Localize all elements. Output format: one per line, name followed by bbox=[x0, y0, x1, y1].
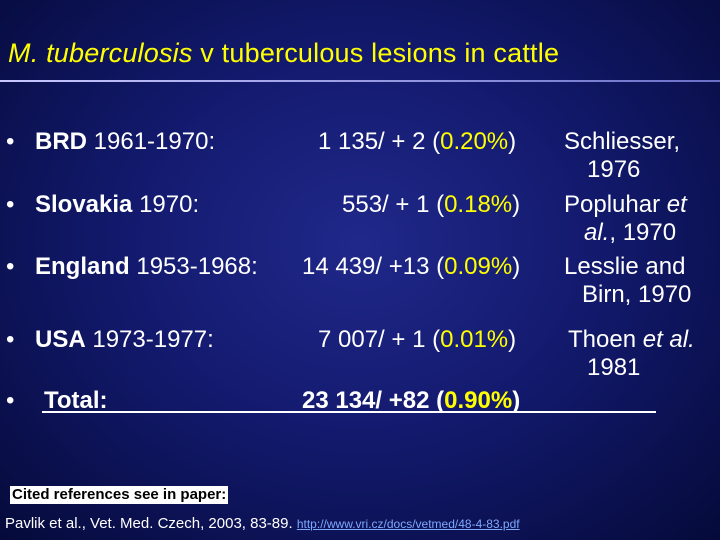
title-rest: v tuberculous lesions in cattle bbox=[192, 38, 560, 68]
percentage: 0.18% bbox=[444, 191, 513, 218]
paren-close: ) bbox=[508, 326, 517, 353]
case-counts: 553/ + 1 ( bbox=[342, 191, 445, 218]
reference-al: al. bbox=[584, 219, 610, 246]
total-percentage: 0.90% bbox=[444, 387, 513, 414]
case-values: 14 439/ +13 (0.09%) bbox=[302, 253, 520, 280]
title-species: M. tuberculosis bbox=[8, 38, 193, 68]
reference: Schliesser, bbox=[564, 128, 681, 155]
region-label: BRD 1961-1970: bbox=[35, 128, 215, 155]
bullet-icon: • bbox=[6, 253, 15, 280]
slide-title: M. tuberculosis v tuberculous lesions in… bbox=[8, 38, 718, 69]
region-name: USA bbox=[35, 326, 86, 353]
reference: Thoen et al. bbox=[568, 326, 695, 353]
total-underline bbox=[42, 411, 656, 413]
percentage: 0.01% bbox=[440, 326, 509, 353]
bullet-icon: • bbox=[6, 191, 15, 218]
region-name: BRD bbox=[35, 128, 87, 155]
title-divider bbox=[0, 80, 720, 82]
reference-year: al., 1970 bbox=[584, 219, 676, 246]
case-counts: 14 439/ +13 ( bbox=[302, 253, 445, 280]
percentage: 0.20% bbox=[440, 128, 509, 155]
region-period: 1970: bbox=[132, 191, 200, 218]
region-name: Slovakia bbox=[35, 191, 133, 218]
reference: Lesslie and bbox=[564, 253, 686, 280]
case-values: 553/ + 1 (0.18%) bbox=[342, 191, 520, 218]
total-label: Total: bbox=[44, 387, 108, 414]
paren-close: ) bbox=[508, 128, 517, 155]
reference: Popluhar et bbox=[564, 191, 687, 218]
case-counts: 7 007/ + 1 ( bbox=[318, 326, 441, 353]
case-values: 1 135/ + 2 (0.20%) bbox=[318, 128, 516, 155]
reference-year-value: , 1970 bbox=[609, 219, 677, 246]
percentage: 0.09% bbox=[444, 253, 513, 280]
total-values: 23 134/ +82 (0.90%) bbox=[302, 387, 520, 414]
reference-year: 1976 bbox=[587, 156, 641, 183]
region-label: Slovakia 1970: bbox=[35, 191, 199, 218]
region-label: England 1953-1968: bbox=[35, 253, 258, 280]
total-counts: 23 134/ +82 ( bbox=[302, 387, 445, 414]
reference-year: 1981 bbox=[587, 354, 641, 381]
case-values: 7 007/ + 1 (0.01%) bbox=[318, 326, 516, 353]
case-counts: 1 135/ + 2 ( bbox=[318, 128, 441, 155]
reference-author: Popluhar bbox=[564, 191, 667, 218]
source-citation: Pavlik et al., Vet. Med. Czech, 2003, 83… bbox=[5, 515, 520, 532]
reference-et: et bbox=[666, 191, 687, 218]
paren-close: ) bbox=[512, 253, 521, 280]
paren-close: ) bbox=[512, 191, 521, 218]
bullet-icon: • bbox=[6, 128, 15, 155]
cited-references-note: Cited references see in paper: bbox=[10, 486, 229, 504]
region-name: England bbox=[35, 253, 130, 280]
reference-et-al: et al. bbox=[642, 326, 695, 353]
source-link[interactable]: http://www.vri.cz/docs/vetmed/48-4-83.pd… bbox=[296, 517, 520, 531]
region-period: 1961-1970: bbox=[87, 128, 216, 155]
paren-close: ) bbox=[512, 387, 521, 414]
region-label: USA 1973-1977: bbox=[35, 326, 214, 353]
bullet-icon: • bbox=[6, 326, 15, 353]
region-period: 1973-1977: bbox=[85, 326, 214, 353]
region-period: 1953-1968: bbox=[129, 253, 258, 280]
source-text: Pavlik et al., Vet. Med. Czech, 2003, 83… bbox=[5, 515, 293, 532]
reference-year: Birn, 1970 bbox=[582, 281, 692, 308]
reference-author: Thoen bbox=[568, 326, 643, 353]
bullet-icon: • bbox=[6, 387, 15, 414]
